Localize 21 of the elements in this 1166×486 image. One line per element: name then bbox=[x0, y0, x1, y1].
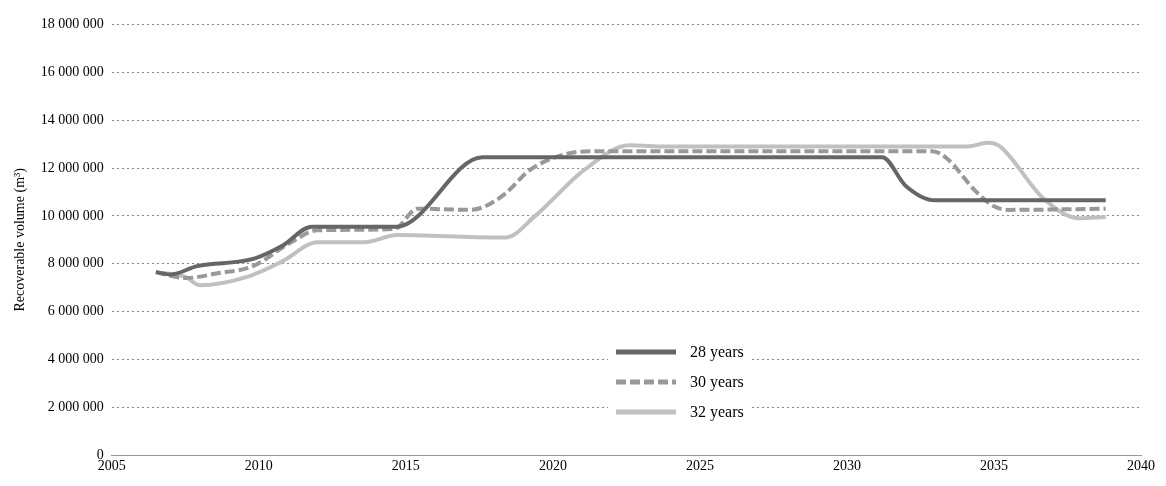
y-tick-label: 8 000 000 bbox=[47, 255, 104, 271]
y-tick-label: 10 000 000 bbox=[40, 207, 104, 223]
y-tick-label: 18 000 000 bbox=[40, 16, 104, 32]
y-tick-label: 12 000 000 bbox=[40, 159, 104, 175]
x-tick-label: 2040 bbox=[1127, 458, 1155, 474]
x-tick-label: 2035 bbox=[979, 458, 1008, 474]
y-tick-label: 4 000 000 bbox=[47, 351, 104, 367]
x-tick-label: 2025 bbox=[685, 458, 714, 474]
legend-label: 30 years bbox=[690, 373, 744, 391]
y-axis-title: Recoverable volume (m³) bbox=[12, 167, 29, 312]
y-tick-label: 2 000 000 bbox=[47, 399, 104, 415]
y-tick-label: 16 000 000 bbox=[40, 63, 104, 79]
y-tick-label: 6 000 000 bbox=[47, 303, 104, 319]
x-tick-label: 2030 bbox=[832, 458, 861, 474]
legend-label: 32 years bbox=[690, 403, 744, 421]
y-tick-label: 14 000 000 bbox=[40, 111, 104, 127]
x-tick-label: 2010 bbox=[244, 458, 273, 474]
x-tick-label: 2020 bbox=[538, 458, 567, 474]
legend-label: 28 years bbox=[690, 343, 744, 361]
x-tick-label: 2015 bbox=[391, 458, 420, 474]
x-tick-label: 2005 bbox=[97, 458, 126, 474]
